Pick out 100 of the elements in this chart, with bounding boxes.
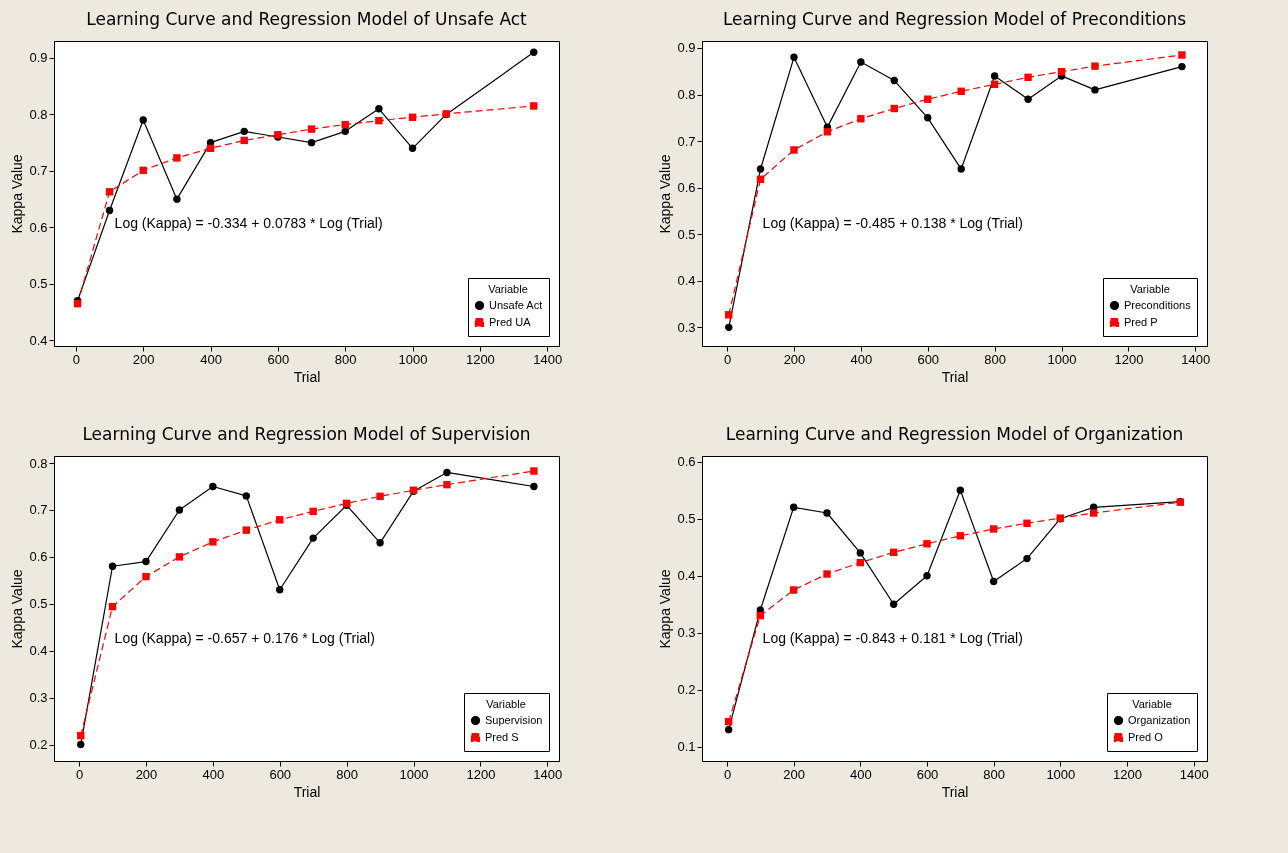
legend-label: Pred S [485,730,519,743]
point [957,87,965,95]
point [957,165,965,173]
x-tick-label: 0 [72,351,80,367]
point [756,165,765,173]
point [530,48,538,56]
legend-label: Organization [1128,713,1191,726]
point [240,127,248,136]
point [823,509,831,517]
point [857,115,865,123]
point [1023,519,1031,527]
point [923,540,931,548]
y-tick-label: 0.4 [29,643,48,659]
point [1023,554,1031,563]
point [376,539,384,547]
point [175,553,184,561]
x-axis-title: Trial [293,368,321,385]
y-tick-label: 0.9 [677,40,696,56]
point [725,311,733,319]
x-tick-label: 600 [916,766,939,782]
x-tick-label: 600 [267,351,290,367]
y-tick-label: 0.3 [677,625,696,641]
point [530,102,538,110]
legend-title: Variable [1130,283,1170,295]
point [309,534,317,542]
point [443,468,451,477]
y-tick-label: 0.2 [29,737,48,753]
point [530,482,538,491]
point [443,480,451,489]
point [276,516,284,524]
point [789,586,798,594]
point [175,506,184,514]
point [105,188,114,196]
point [923,572,931,580]
point [307,138,316,147]
y-axis-title: Kappa Value [657,569,674,649]
x-tick-label: 200 [132,351,155,367]
point [889,600,898,608]
x-tick-label: 1000 [398,351,428,367]
x-tick-label: 400 [850,351,873,367]
point [924,114,932,122]
y-tick-label: 0.6 [29,219,48,235]
y-axis-title: Kappa Value [9,154,26,234]
x-tick-label: 0 [723,351,732,367]
y-tick-label: 0.3 [29,690,48,706]
x-tick-label: 1000 [399,766,429,782]
y-tick-label: 0.8 [677,87,696,103]
point [1091,86,1099,94]
point [209,482,217,491]
point [375,116,383,125]
x-tick-label: 1400 [1179,766,1209,782]
legend-label: Supervision [485,713,543,726]
y-tick-label: 0.7 [29,163,48,179]
point [956,532,965,540]
y-tick-label: 0.5 [677,511,696,527]
x-tick-label: 1400 [1181,351,1211,367]
x-tick-label: 1000 [1046,766,1076,782]
x-tick-label: 600 [917,351,940,367]
point [108,562,117,570]
point [309,507,317,516]
point [1178,51,1186,59]
y-axis-title: Kappa Value [9,569,26,649]
point [1024,73,1032,82]
legend-label: Pred UA [489,315,532,328]
y-tick-label: 0.4 [677,568,696,584]
point [341,127,349,136]
point [789,503,798,512]
annotation: Log (Kappa) = -0.485 + 0.138 * Log (Trial) [762,215,1023,231]
y-tick-label: 0.5 [677,226,696,242]
point [890,76,899,85]
y-tick-label: 0.8 [29,106,48,122]
annotation: Log (Kappa) = -0.843 + 0.181 * Log (Trial) [762,630,1023,646]
point [105,206,114,215]
point [856,549,865,557]
y-tick-label: 0.4 [29,332,48,348]
chart-title: Learning Curve and Regression Model of Unsafe Act [86,9,528,29]
x-tick-label: 0 [75,766,84,782]
point [989,525,998,533]
point [242,526,251,534]
y-tick-label: 0.1 [677,739,696,755]
point [1178,62,1186,71]
x-tick-label: 800 [336,766,358,782]
x-tick-label: 800 [984,351,1006,367]
point [823,128,832,136]
legend-title: Variable [486,698,526,710]
point [857,58,865,66]
legend-label: Unsafe Act [489,298,543,311]
point [142,557,150,566]
point [142,572,150,581]
point [375,105,383,113]
legend-title: Variable [1132,698,1172,710]
x-tick-label: 800 [983,766,1006,782]
x-tick-label: 600 [269,766,292,782]
x-tick-label: 400 [200,351,222,367]
y-tick-label: 0.5 [29,276,48,292]
point [956,486,965,494]
y-tick-label: 0.2 [677,682,696,698]
point [77,740,85,749]
x-tick-label: 0 [723,766,732,782]
x-axis-title: Trial [293,783,321,800]
